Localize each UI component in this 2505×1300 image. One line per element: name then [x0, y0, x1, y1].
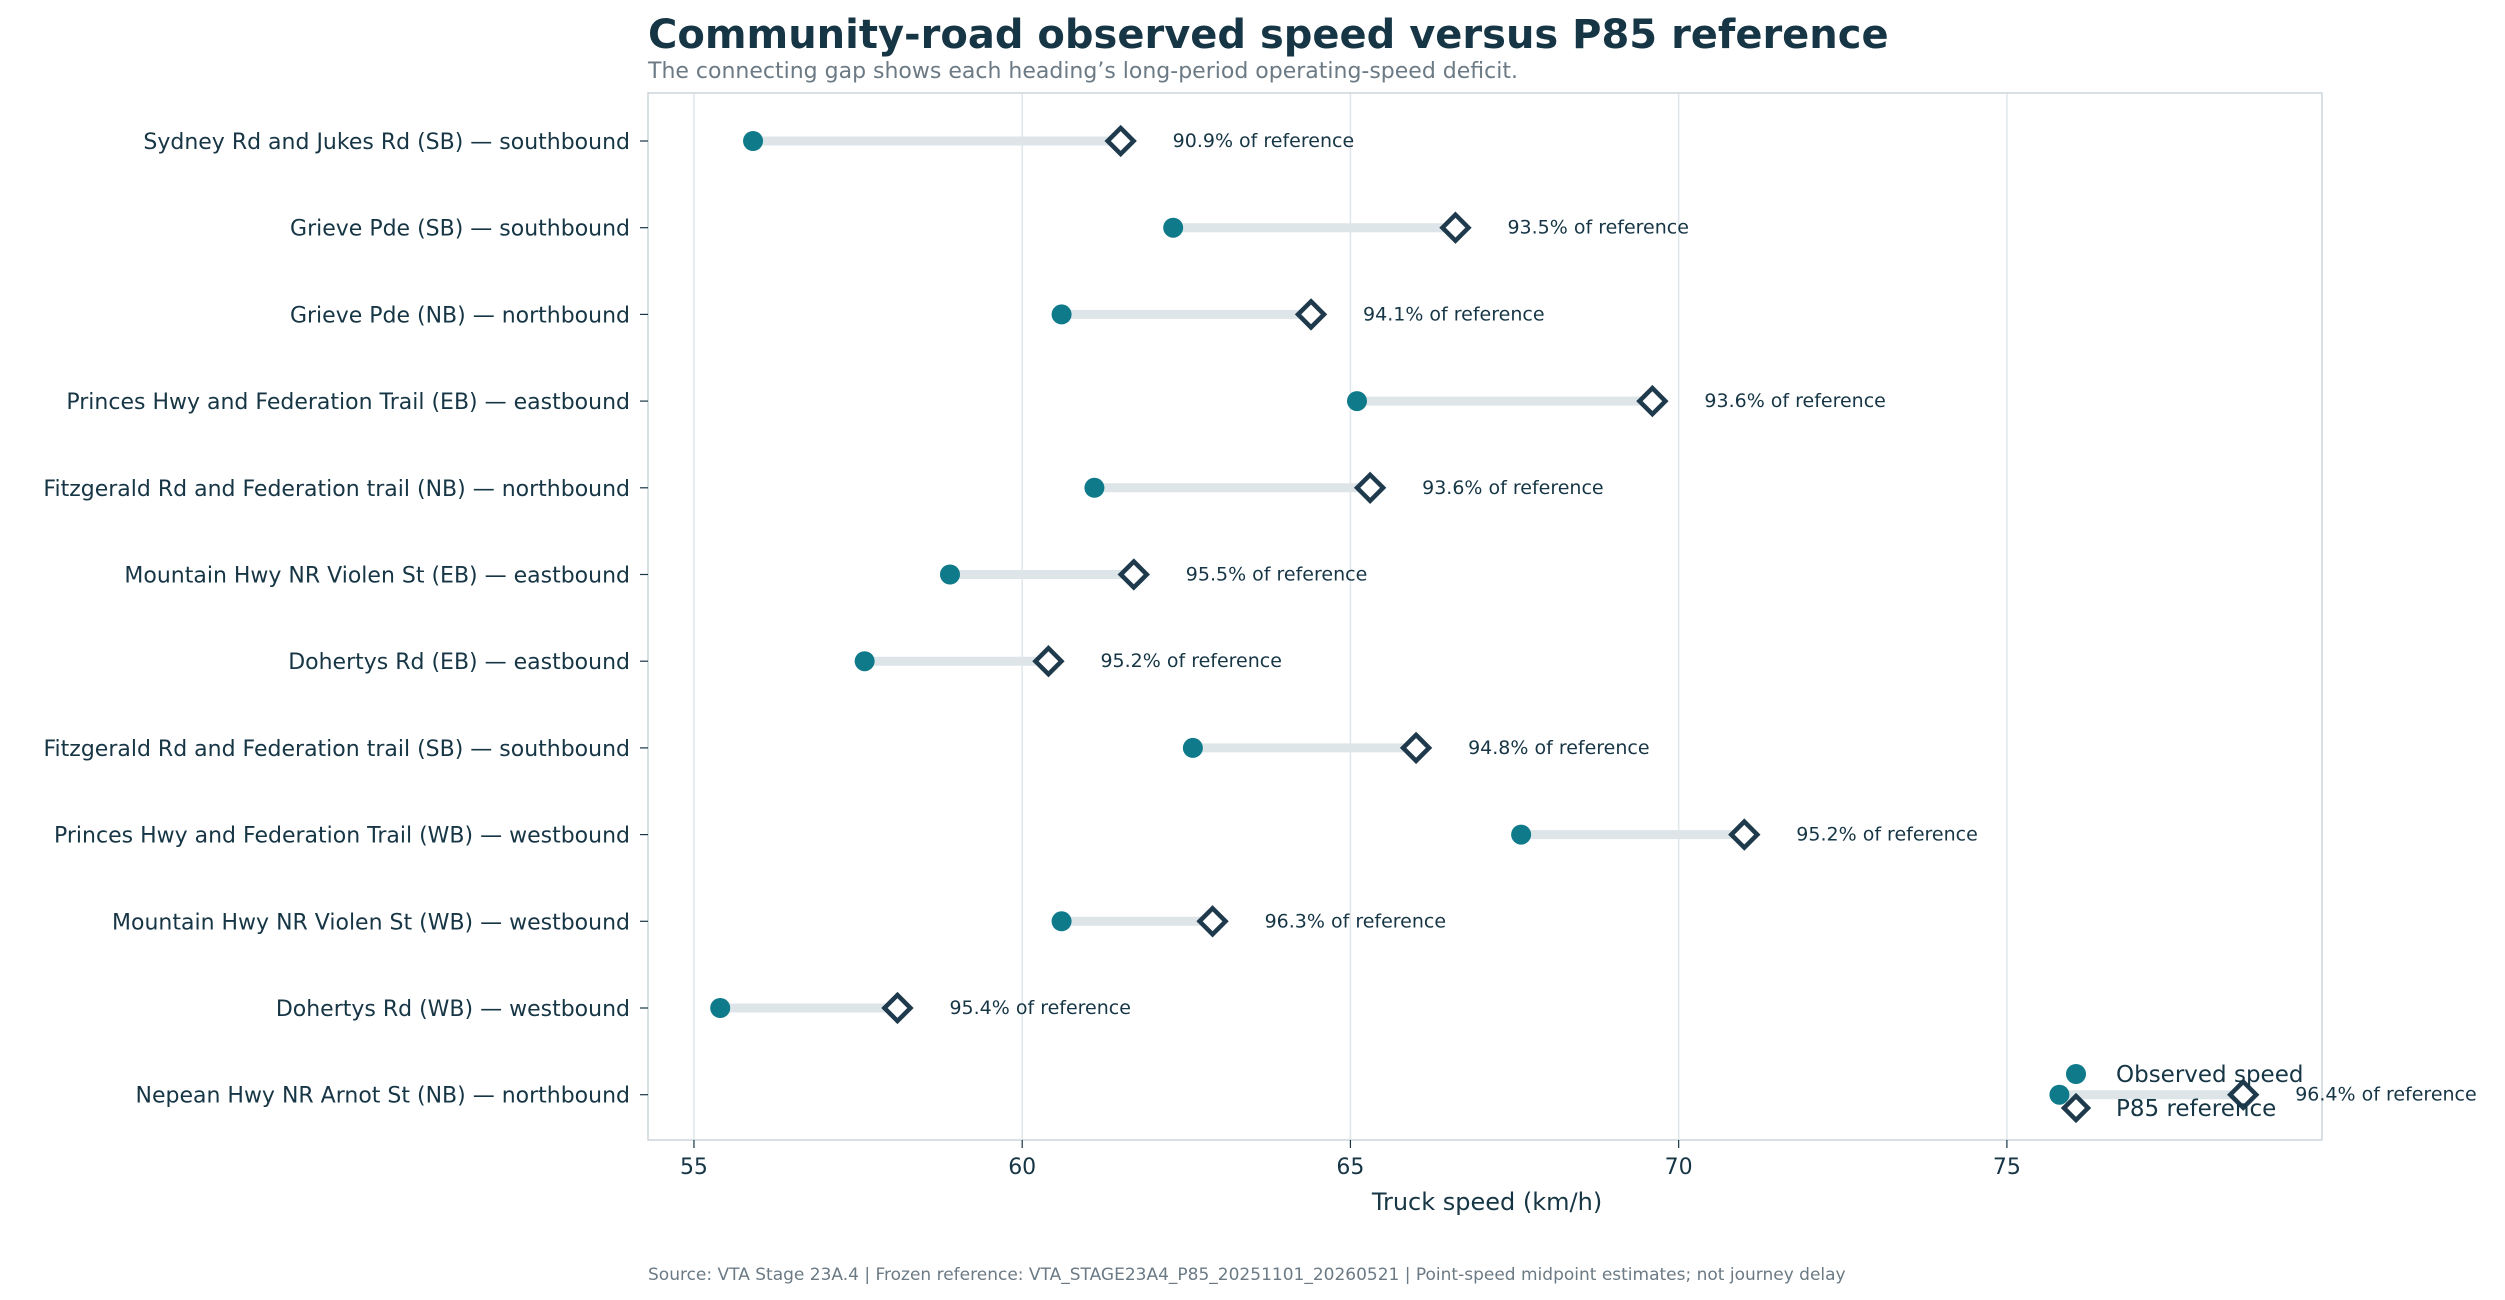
- plot-area: [647, 92, 2323, 1141]
- p85-reference-point: [1353, 471, 1387, 504]
- gridlines: [693, 93, 2008, 1140]
- percent-of-reference-label: 93.6% of reference: [1704, 390, 1885, 412]
- percent-of-reference-label: 94.1% of reference: [1363, 303, 1544, 325]
- percent-of-reference-label: 93.6% of reference: [1422, 477, 1603, 499]
- y-tick-label: Fitzgerald Rd and Federation trail (NB) …: [43, 477, 630, 502]
- y-tick-label: Mountain Hwy NR Violen St (EB) — eastbou…: [124, 564, 630, 589]
- y-tick-label: Princes Hwy and Federation Trail (WB) — …: [54, 824, 630, 849]
- p85-reference-point: [1104, 124, 1137, 158]
- observed-points: [710, 131, 2070, 1105]
- y-tick-label: Grieve Pde (NB) — northbound: [290, 303, 630, 328]
- y-tick-label: Sydney Rd and Jukes Rd (SB) — southbound: [143, 130, 630, 155]
- observed-speed-point: [1163, 217, 1184, 238]
- percent-of-reference-label: 93.5% of reference: [1507, 217, 1688, 239]
- observed-speed-point: [939, 564, 960, 585]
- p85-reference-point: [881, 991, 914, 1025]
- observed-speed-point: [710, 998, 731, 1018]
- p85-reference-point: [1728, 818, 1761, 851]
- observed-speed-point: [2049, 1084, 2070, 1105]
- observed-speed-point: [1051, 304, 1072, 325]
- y-tick-label: Princes Hwy and Federation Trail (EB) — …: [66, 390, 630, 415]
- y-tick-label: Grieve Pde (SB) — southbound: [290, 217, 630, 242]
- p85-reference-point: [1636, 384, 1669, 418]
- p85-reference-point: [1294, 298, 1328, 331]
- legend-reference-marker: [2060, 1092, 2092, 1124]
- observed-speed-point: [1051, 911, 1072, 932]
- percent-of-reference-label: 90.9% of reference: [1173, 130, 1354, 152]
- connectors: [715, 136, 2248, 1100]
- percent-of-reference-label: 95.5% of reference: [1186, 564, 1367, 586]
- x-tick-label-65: 65: [1336, 1155, 1364, 1180]
- x-tick-label-55: 55: [680, 1155, 708, 1180]
- percent-of-reference-label: 95.4% of reference: [949, 997, 1130, 1019]
- chart-subtitle: The connecting gap shows each heading’s …: [647, 59, 1518, 84]
- observed-speed-point: [854, 651, 875, 672]
- y-tick-label: Fitzgerald Rd and Federation trail (SB) …: [43, 737, 630, 762]
- p85-reference-point: [1439, 211, 1472, 244]
- annotations: 90.9% of reference 93.5% of reference 94.1…: [949, 130, 2476, 1106]
- legend-observed-marker: [2066, 1064, 2086, 1084]
- percent-of-reference-label: 96.3% of reference: [1265, 910, 1446, 932]
- p85-reference-point: [1032, 645, 1065, 678]
- y-tick-label: Dohertys Rd (WB) — westbound: [276, 997, 630, 1022]
- p85-reference-point: [2227, 1078, 2260, 1111]
- y-tick-label: Mountain Hwy NR Violen St (WB) — westbou…: [112, 910, 630, 935]
- x-tick-label-75: 75: [1993, 1155, 2021, 1180]
- p85-reference-point: [1196, 905, 1229, 938]
- legend-observed-label: Observed speed: [2116, 1062, 2303, 1088]
- observed-speed-point: [1346, 391, 1367, 412]
- p85-reference-point: [1117, 558, 1150, 591]
- y-axis: Sydney Rd and Jukes Rd (SB) — southbound…: [43, 130, 648, 1109]
- x-tick-label-70: 70: [1665, 1155, 1693, 1180]
- observed-speed-point: [1182, 737, 1203, 758]
- x-tick-label-60: 60: [1008, 1155, 1036, 1180]
- percent-of-reference-label: 94.8% of reference: [1468, 737, 1649, 759]
- percent-of-reference-label: 95.2% of reference: [1100, 650, 1281, 672]
- x-axis-label: Truck speed (km/h): [1371, 1188, 1602, 1216]
- percent-of-reference-label: 96.4% of reference: [2295, 1084, 2476, 1106]
- y-tick-label: Dohertys Rd (EB) — eastbound: [288, 650, 630, 675]
- p85-reference-point: [1399, 731, 1433, 765]
- reference-points: [881, 124, 2260, 1111]
- observed-speed-point: [1084, 477, 1105, 498]
- legend: Observed speed P85 reference: [2060, 1062, 2303, 1124]
- y-tick-label: Nepean Hwy NR Arnot St (NB) — northbound: [135, 1084, 630, 1109]
- x-axis: 55 60 65 70 75: [680, 1140, 2021, 1180]
- percent-of-reference-label: 95.2% of reference: [1796, 824, 1977, 846]
- chart-title: Community-road observed speed versus P85…: [648, 12, 1889, 58]
- observed-speed-point: [743, 131, 764, 151]
- observed-speed-point: [1511, 824, 1532, 845]
- source-note: Source: VTA Stage 23A.4 | Frozen referen…: [648, 1265, 1846, 1285]
- legend-reference-label: P85 reference: [2116, 1096, 2276, 1122]
